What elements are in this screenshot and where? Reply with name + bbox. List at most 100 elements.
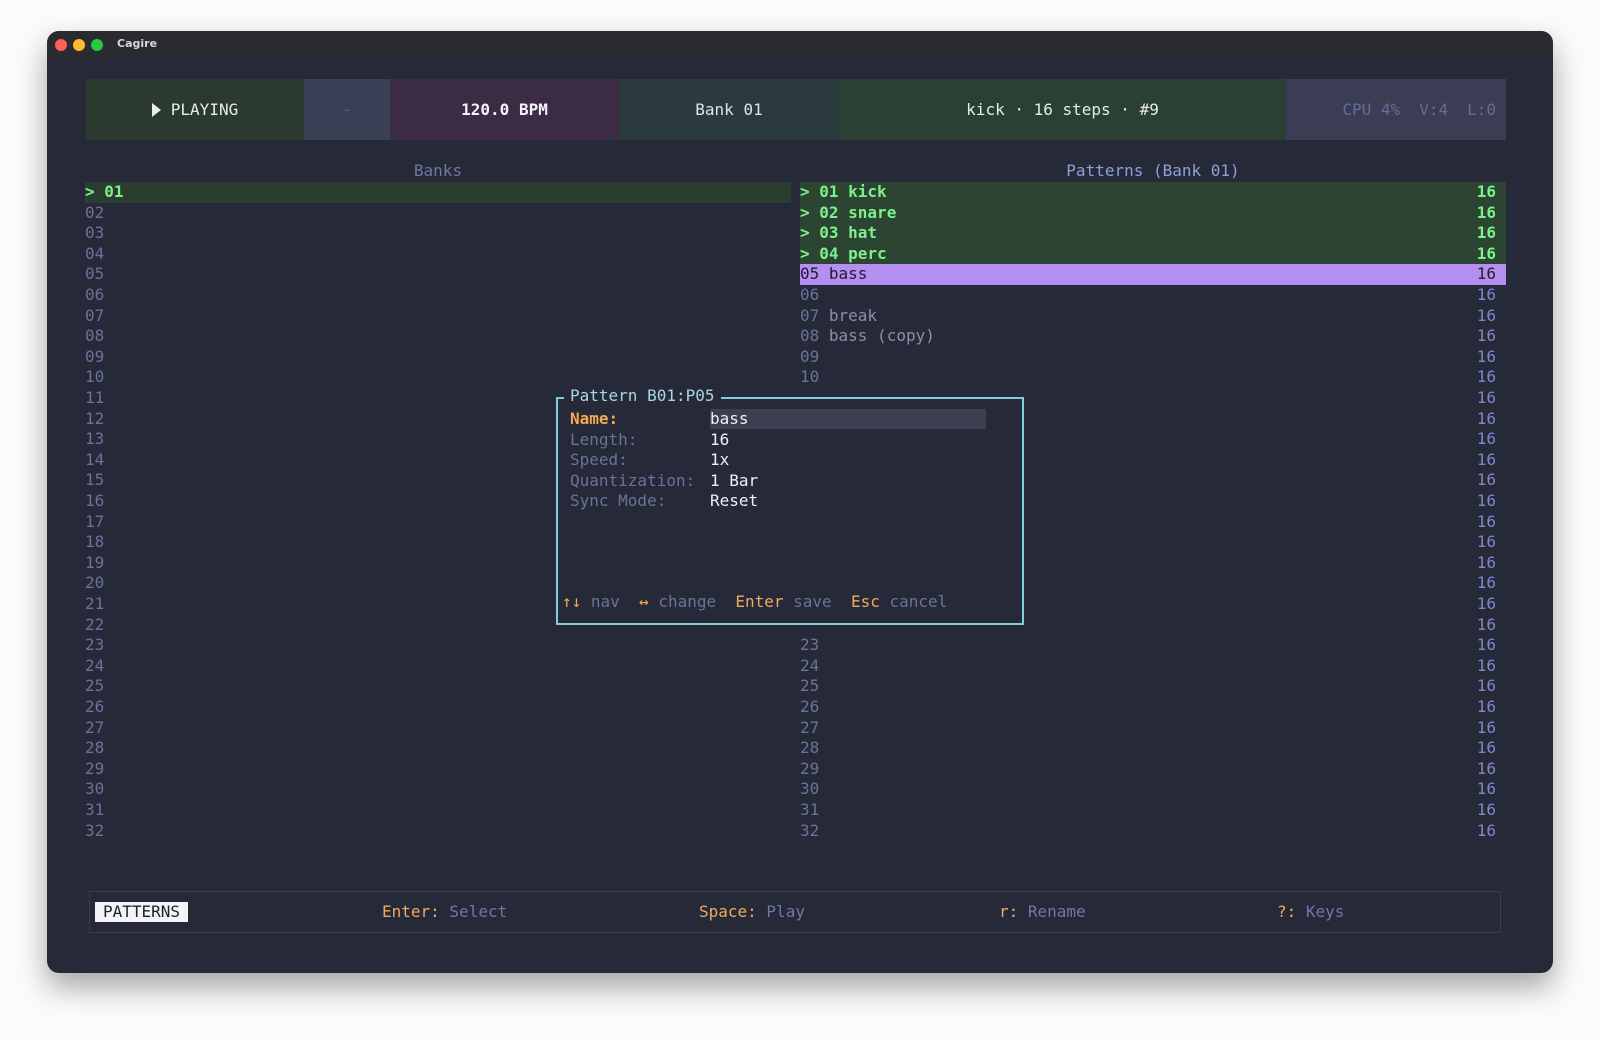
hint-key: ↔	[639, 592, 649, 611]
bank-row[interactable]: 28	[85, 738, 791, 759]
pattern-length: 16	[1476, 346, 1496, 366]
pattern-row[interactable]: 05 bass 16	[800, 264, 1506, 285]
field-value[interactable]: bass	[710, 409, 986, 429]
bank-row[interactable]: 25	[85, 676, 791, 697]
bank-row[interactable]: 26	[85, 697, 791, 718]
pattern-row[interactable]: 16	[800, 429, 1506, 450]
bank-row[interactable]: 06	[85, 285, 791, 306]
bank-number: 13	[85, 429, 105, 449]
bank-row[interactable]: 02	[85, 203, 791, 224]
pattern-row[interactable]: 16	[800, 532, 1506, 553]
pattern-row[interactable]: 28 16	[800, 738, 1506, 759]
pattern-length: 16	[1476, 552, 1496, 572]
footer-hint: ?: Keys	[1277, 902, 1344, 922]
bank-number: 15	[85, 470, 105, 490]
pattern-number: 04	[819, 243, 839, 263]
pattern-row[interactable]: 07 break 16	[800, 306, 1506, 327]
pattern-row[interactable]: 09 16	[800, 347, 1506, 368]
bank-row[interactable]: 10	[85, 367, 791, 388]
pattern-row[interactable]: 08 bass (copy) 16	[800, 326, 1506, 347]
pattern-row[interactable]: 16	[800, 470, 1506, 491]
bank-row[interactable]: 27	[85, 718, 791, 739]
bank-row[interactable]: 04	[85, 244, 791, 265]
pattern-name: perc	[848, 243, 887, 263]
hint-key: r:	[999, 902, 1019, 921]
slot-segment: -	[304, 79, 390, 140]
pattern-row[interactable]: 16	[800, 491, 1506, 512]
field-value: 16	[710, 429, 730, 449]
pattern-row[interactable]: 10 16	[800, 367, 1506, 388]
pattern-row[interactable]: 16	[800, 409, 1506, 430]
pattern-number: 23	[800, 635, 820, 655]
pattern-row[interactable]: 29 16	[800, 759, 1506, 780]
bank-row[interactable]: 30	[85, 779, 791, 800]
bank-row[interactable]: 08	[85, 326, 791, 347]
bank-row[interactable]: 19	[85, 553, 791, 574]
bank-row[interactable]: 22	[85, 615, 791, 636]
pattern-row[interactable]: 23 16	[800, 635, 1506, 656]
bank-row[interactable]: 16	[85, 491, 791, 512]
pattern-row[interactable]: >04 perc 16	[800, 243, 1506, 265]
bank-row[interactable]: 14	[85, 450, 791, 471]
pattern-length: 16	[1476, 264, 1496, 284]
pattern-row[interactable]: 16	[800, 615, 1506, 636]
playing-marker: >	[800, 182, 810, 201]
minimize-button[interactable]	[73, 39, 85, 51]
pattern-row[interactable]: 06 16	[800, 285, 1506, 306]
bank-row[interactable]: 18	[85, 532, 791, 553]
close-button[interactable]	[55, 39, 67, 51]
bank-row[interactable]: 21	[85, 594, 791, 615]
pattern-row[interactable]: 16	[800, 388, 1506, 409]
bank-row[interactable]: 24	[85, 656, 791, 677]
bank-number: 16	[85, 491, 105, 510]
bank-row[interactable]: 13	[85, 429, 791, 450]
hint-action: Rename	[1027, 902, 1086, 921]
pattern-row[interactable]: 16	[800, 553, 1506, 574]
bank-row[interactable]: 20	[85, 573, 791, 594]
pattern-row[interactable]: 25 16	[800, 676, 1506, 697]
bank-row[interactable]: 05	[85, 264, 791, 285]
bank-number: 26	[85, 697, 105, 716]
pattern-row[interactable]: 16	[800, 512, 1506, 533]
pattern-length: 16	[1476, 285, 1496, 304]
pattern-row[interactable]: 16	[800, 594, 1506, 615]
window-title: Cagire	[117, 37, 158, 50]
playing-marker: >	[800, 243, 810, 263]
bank-number: 02	[85, 202, 105, 222]
pattern-row[interactable]: >03 hat 16	[800, 223, 1506, 244]
pattern-length: 16	[1476, 573, 1496, 593]
field-label: Length:	[570, 429, 638, 449]
bank-row[interactable]: 29	[85, 759, 791, 780]
pattern-length: 16	[1476, 676, 1496, 696]
pattern-row[interactable]: 32 16	[800, 821, 1506, 842]
bank-row[interactable]: 17	[85, 512, 791, 533]
bank-row[interactable]: 03	[85, 223, 791, 244]
bank-row[interactable]: 31	[85, 800, 791, 821]
pattern-row[interactable]: >02 snare 16	[800, 202, 1506, 224]
pattern-row[interactable]: 26 16	[800, 697, 1506, 718]
zoom-button[interactable]	[91, 39, 103, 51]
bank-row[interactable]: 09	[85, 347, 791, 368]
pattern-row[interactable]: 27 16	[800, 718, 1506, 739]
pattern-row[interactable]: 16	[800, 573, 1506, 594]
pattern-number: 06	[800, 285, 820, 304]
bank-row[interactable]: 15	[85, 470, 791, 491]
pattern-row[interactable]: 31 16	[800, 800, 1506, 821]
pattern-row[interactable]: 30 16	[800, 779, 1506, 800]
pattern-name: bass (copy)	[828, 326, 935, 346]
pattern-length: 16	[1476, 202, 1496, 222]
pattern-length: 16	[1476, 697, 1496, 716]
bank-row[interactable]: >01	[85, 182, 791, 203]
pattern-row[interactable]: 24 16	[800, 656, 1506, 677]
pattern-number: 29	[800, 758, 820, 778]
bank-row[interactable]: 23	[85, 635, 791, 656]
pattern-row[interactable]: >01 kick 16	[800, 182, 1506, 203]
bank-row[interactable]: 12	[85, 409, 791, 430]
bank-number: 06	[85, 285, 105, 304]
bank-row[interactable]: 32	[85, 821, 791, 842]
bank-row[interactable]: 07	[85, 306, 791, 327]
patterns-title: Patterns (Bank 01)	[1066, 161, 1240, 180]
bank-number: 25	[85, 676, 105, 696]
pattern-row[interactable]: 16	[800, 450, 1506, 471]
bank-row[interactable]: 11	[85, 388, 791, 409]
